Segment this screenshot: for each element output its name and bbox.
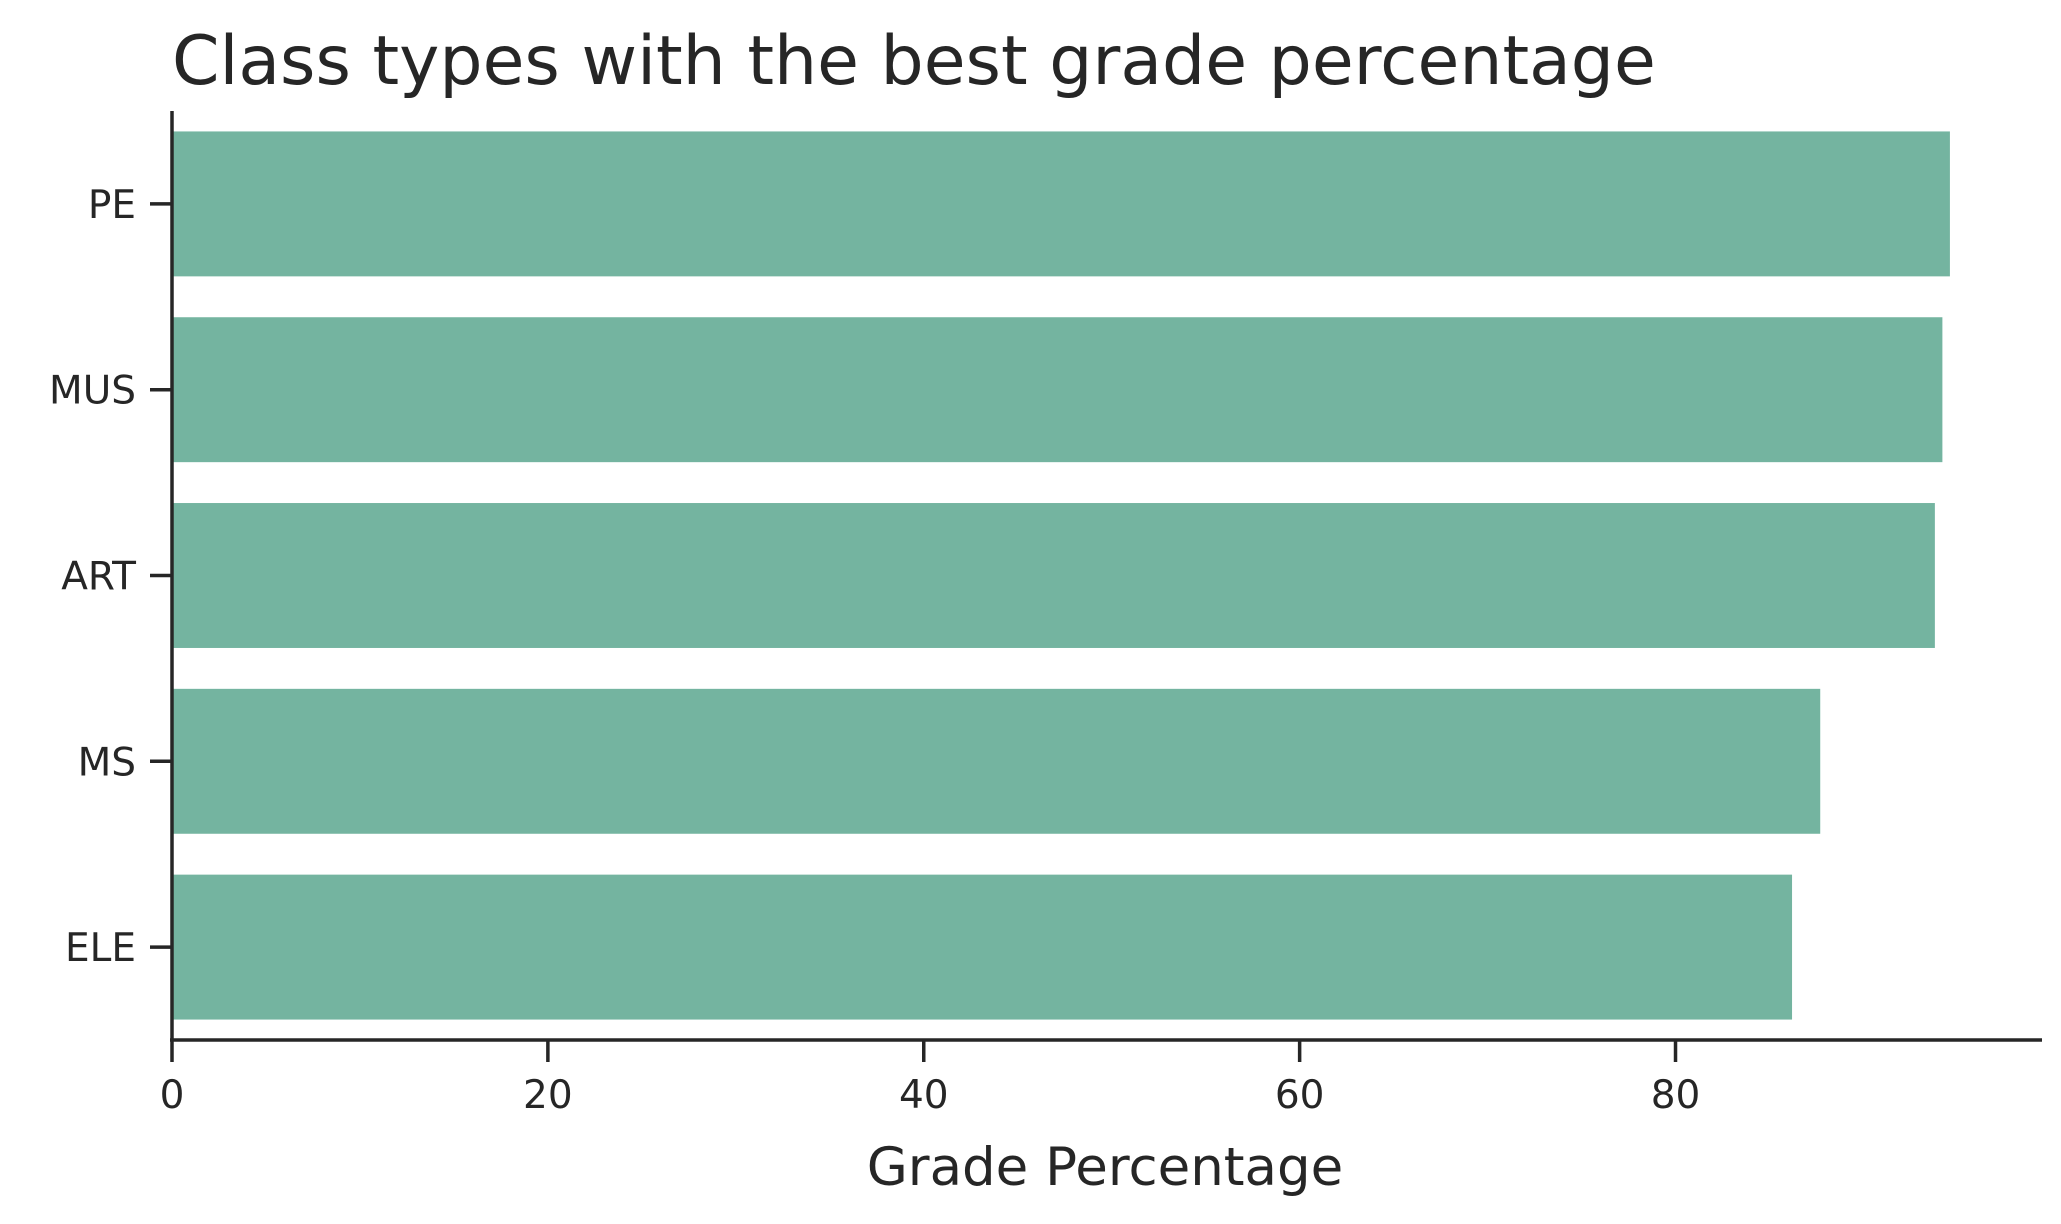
y-tick-label: MUS xyxy=(49,369,136,414)
bar-mus xyxy=(172,317,1943,463)
y-tick-label: PE xyxy=(88,183,136,228)
x-tick-label: 60 xyxy=(1275,1073,1325,1118)
x-tick-label: 20 xyxy=(523,1073,573,1118)
chart-title: Class types with the best grade percenta… xyxy=(172,22,1656,101)
x-axis-ticks: 0 20 40 60 80 xyxy=(160,1040,1701,1118)
x-tick-label: 0 xyxy=(160,1073,185,1118)
x-tick-label: 80 xyxy=(1651,1073,1701,1118)
bar-ele xyxy=(172,874,1793,1020)
y-tick-label: ART xyxy=(61,555,136,600)
y-tick-label: ELE xyxy=(65,926,136,971)
bar-art xyxy=(172,503,1935,648)
x-tick-label: 40 xyxy=(899,1073,949,1118)
bar-pe xyxy=(172,131,1950,277)
bars-group xyxy=(172,131,1950,1020)
bar-ms xyxy=(172,688,1821,834)
y-tick-label: MS xyxy=(78,740,136,785)
x-axis-label: Grade Percentage xyxy=(867,1137,1344,1198)
y-axis-ticks: PE MUS ART MS ELE xyxy=(49,183,172,971)
